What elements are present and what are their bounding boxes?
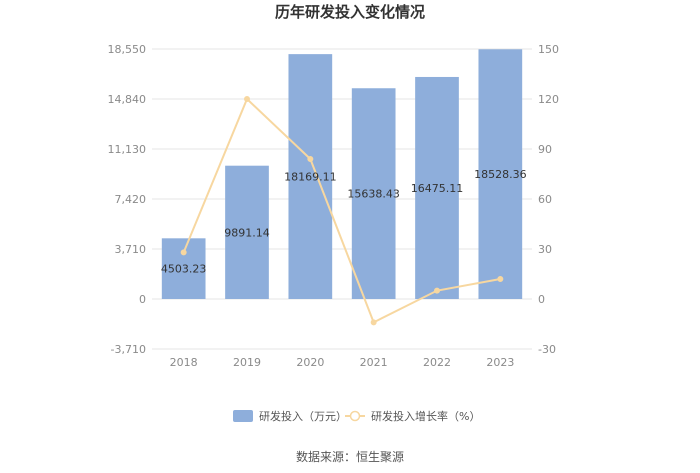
x-tick-label: 2021 [360, 356, 388, 369]
grid-layer [152, 48, 532, 350]
line-layer [180, 96, 504, 326]
legend[interactable]: 研发投入（万元） 研发投入增长率（%） [233, 409, 480, 423]
right-tick-label: 120 [538, 93, 559, 106]
bar[interactable] [415, 76, 459, 300]
x-tick-label: 2018 [170, 356, 198, 369]
axis-layer: -3,710 0 3,710 7,420 11,130 14,840 18,550 -30 0 3… [108, 43, 560, 369]
bar-value-label: 18169.11 [284, 171, 337, 184]
right-tick-label: 90 [538, 143, 552, 156]
bar[interactable] [161, 238, 206, 299]
left-tick-label: 14,840 [108, 93, 147, 106]
right-tick-label: 150 [538, 43, 559, 56]
growth-point[interactable] [434, 287, 440, 294]
bar-value-label: 4503.23 [161, 263, 207, 276]
legend-line-marker [349, 410, 361, 422]
growth-line [182, 97, 501, 324]
bar[interactable] [351, 88, 396, 299]
bar[interactable] [288, 54, 333, 300]
left-tick-label: -3,710 [111, 343, 146, 356]
x-tick-label: 2022 [423, 356, 451, 369]
right-tick-label: -30 [538, 343, 556, 356]
x-tick-label: 2019 [233, 356, 261, 369]
right-tick-label: 0 [538, 293, 545, 306]
left-tick-label: 3,710 [115, 243, 147, 256]
right-tick-label: 30 [538, 243, 552, 256]
bar-value-label: 18528.36 [474, 168, 527, 181]
left-tick-label: 11,130 [108, 143, 147, 156]
chart-title: 历年研发投入变化情况 [275, 3, 425, 21]
x-tick-label: 2020 [296, 356, 324, 369]
left-tick-label: 18,550 [108, 43, 147, 56]
right-tick-label: 60 [538, 193, 552, 206]
bar[interactable] [225, 165, 269, 299]
bar-value-label: 9891.14 [224, 226, 270, 239]
bar-layer [161, 49, 523, 300]
growth-point[interactable] [370, 319, 377, 326]
x-tick-label: 2023 [486, 356, 514, 369]
growth-point[interactable] [307, 156, 314, 162]
legend-bar-swatch [233, 410, 253, 422]
bar-value-label: 16475.11 [411, 182, 464, 195]
growth-point[interactable] [180, 249, 187, 256]
label-layer: 4503.23 9891.14 18169.11 15638.43 16475.11 18… [161, 168, 527, 276]
growth-point[interactable] [244, 96, 250, 102]
bar-value-label: 15638.43 [347, 188, 400, 201]
legend-bar-label: 研发投入（万元） [259, 409, 347, 423]
bar[interactable] [478, 49, 523, 300]
data-source: 数据来源：恒生聚源 [296, 449, 404, 464]
left-tick-label: 0 [139, 293, 146, 306]
growth-point[interactable] [497, 276, 504, 282]
legend-line-label: 研发投入增长率（%） [371, 409, 480, 423]
left-tick-label: 7,420 [115, 193, 147, 206]
